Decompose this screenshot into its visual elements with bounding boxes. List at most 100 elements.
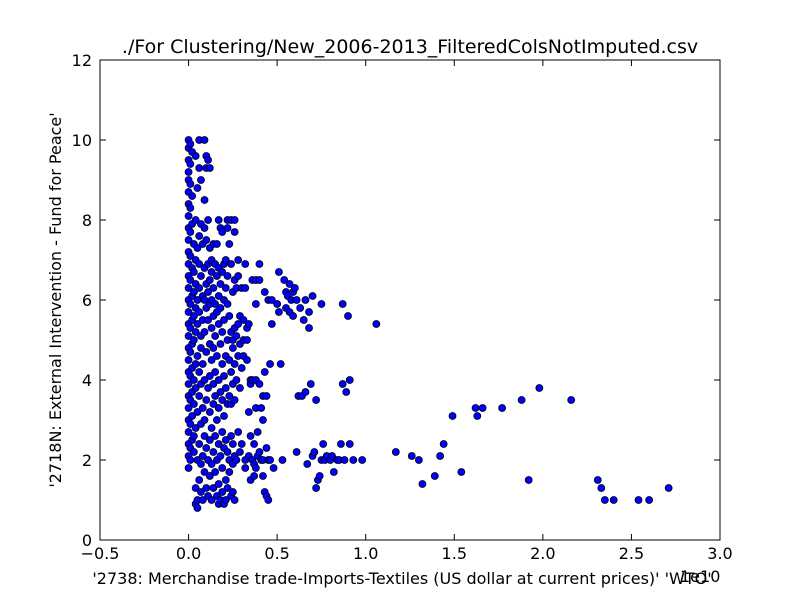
data-point [266,360,274,368]
data-point [260,368,269,376]
data-point [337,440,345,448]
data-point [276,360,285,368]
data-point [391,448,400,456]
data-point [197,176,205,184]
data-point [202,348,211,356]
y-tick-label: 2 [82,451,92,470]
data-point [221,496,230,504]
data-point [213,416,221,424]
data-point [246,432,255,440]
y-tick-label: 4 [82,371,92,390]
data-point [221,476,230,484]
data-point [214,404,223,412]
data-point [186,180,195,188]
data-point [338,300,347,308]
data-point [197,488,205,496]
data-point [195,232,204,240]
data-point [189,336,198,344]
data-point [227,368,235,376]
data-point [195,392,204,400]
data-point [211,468,220,476]
data-point [329,468,338,476]
data-point [221,436,230,444]
data-point [221,256,230,264]
data-point [251,300,260,308]
data-point [243,336,251,344]
data-point [220,372,228,380]
data-point [184,236,193,244]
data-point [275,308,283,316]
data-point [340,456,349,464]
x-axis-offset-label: 1e10 [680,567,720,586]
data-point [250,440,259,448]
data-point [234,320,243,328]
data-point [345,376,354,384]
data-point [593,476,602,484]
data-point [186,348,195,356]
data-point [436,452,445,460]
data-point [184,212,193,220]
data-point [225,240,234,248]
data-point [209,448,218,456]
data-point [232,456,241,464]
data-point [230,496,239,504]
data-point [195,284,204,292]
data-point [600,496,609,504]
data-point [253,428,262,436]
data-point [184,428,193,436]
data-point [189,312,198,320]
x-axis-ticks: −0.5 0.0 0.5 1.0 1.5 2.0 2.5 3.0 [81,60,733,563]
data-point [198,496,207,504]
y-tick-label: 6 [82,291,92,310]
data-point [306,380,315,388]
data-point [216,388,225,396]
x-tick-label: −0.5 [81,544,120,563]
data-point [262,444,271,452]
data-point [195,260,204,268]
data-point [244,408,253,416]
data-point [301,296,310,304]
data-point [191,484,200,492]
data-point [184,464,193,472]
data-point [200,196,209,204]
data-point [189,448,198,456]
data-point [285,280,294,288]
data-point [269,464,278,472]
data-point [216,280,225,288]
data-point [418,480,427,488]
data-point [205,372,214,380]
data-point [457,468,466,476]
data-point [305,308,313,316]
data-point [315,472,324,480]
data-point [211,300,220,308]
data-point [244,320,253,328]
data-point [218,488,227,496]
data-point [218,228,227,236]
data-point [204,384,212,392]
data-point [239,316,248,324]
data-point [319,440,328,448]
data-point [209,284,218,292]
data-point [259,472,267,480]
data-point [259,416,267,424]
data-point [207,496,216,504]
data-point [236,384,244,392]
data-point [310,448,319,456]
data-point [218,428,227,436]
data-point [255,448,264,456]
data-point [193,352,202,360]
data-point [535,384,544,392]
data-point [317,300,326,308]
data-point [186,140,195,148]
data-point [204,288,212,296]
data-point [262,392,271,400]
data-point [200,376,209,384]
data-point [414,456,423,464]
data-point [498,404,507,412]
data-point [216,340,225,348]
data-point [243,356,251,364]
data-point [223,224,232,232]
data-point [205,164,214,172]
